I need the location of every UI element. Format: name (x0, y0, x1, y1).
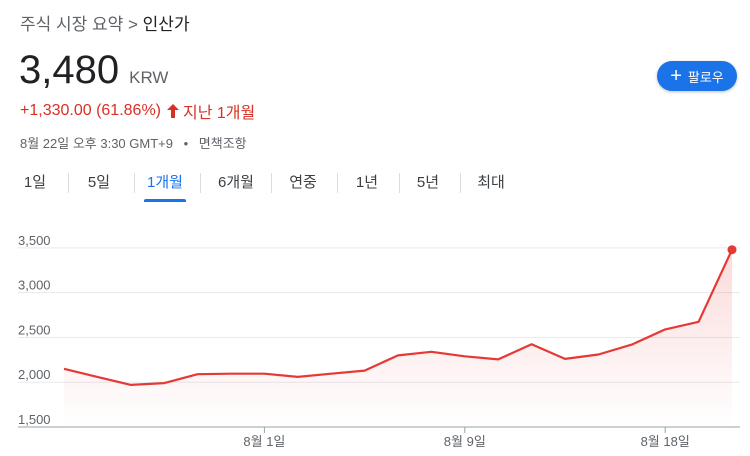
tab-1m[interactable]: 1개월 (144, 170, 186, 202)
change-period: 지난 1개월 (183, 105, 256, 122)
quote-meta: 8월 22일 오후 3:30 GMT+9 • 면책조항 (20, 133, 247, 152)
tab-max[interactable]: 최대 (477, 174, 505, 191)
price-row: 3,480 KRW (19, 48, 168, 93)
follow-button[interactable]: + 팔로우 (657, 61, 737, 91)
tab-5y[interactable]: 5년 (416, 174, 440, 191)
plus-icon: + (670, 65, 682, 87)
y-tick-label: 1,500 (18, 412, 51, 427)
tab-1y[interactable]: 1년 (355, 174, 379, 191)
price-area-fill (64, 249, 732, 427)
arrow-up-icon (167, 104, 179, 118)
x-tick-label: 8월 1일 (243, 434, 285, 449)
breadcrumb: 주식 시장 요약 > 인산가 (20, 10, 190, 35)
tab-ytd[interactable]: 연중 (289, 174, 317, 191)
separator-dot: • (183, 136, 189, 151)
y-tick-label: 2,000 (18, 367, 51, 382)
price-change-row: +1,330.00 (61.86%) 지난 1개월 (20, 99, 255, 123)
tab-divider (134, 173, 135, 193)
tab-divider (68, 173, 69, 193)
price-chart[interactable]: 1,500 2,000 2,500 3,000 3,500 8월 1일 8월 9일 8월 1… (0, 230, 750, 456)
breadcrumb-current: 인산가 (142, 15, 190, 34)
quote-timestamp: 8월 22일 오후 3:30 GMT+9 (20, 136, 173, 151)
y-tick-label: 2,500 (18, 322, 51, 337)
currency-code: KRW (129, 68, 169, 87)
tab-divider (337, 173, 338, 193)
x-tick-label: 8월 18일 (641, 434, 690, 449)
x-tick-label: 8월 9일 (444, 434, 486, 449)
follow-button-label: 팔로우 (687, 69, 724, 85)
range-tabs: 1일 5일 1개월 6개월 연중 1년 5년 최대 (0, 170, 750, 202)
tab-divider (200, 173, 201, 193)
y-tick-label: 3,500 (18, 233, 51, 248)
tab-divider (399, 173, 400, 193)
tab-1d[interactable]: 1일 (23, 174, 47, 191)
y-tick-label: 3,000 (18, 278, 51, 293)
last-price-marker (727, 245, 737, 255)
current-price: 3,480 (19, 48, 120, 92)
price-line (63, 249, 733, 386)
price-change: +1,330.00 (61.86%) (20, 102, 161, 119)
tab-divider (460, 173, 461, 193)
disclaimer-link[interactable]: 면책조항 (198, 136, 247, 151)
tab-6m[interactable]: 6개월 (218, 174, 254, 191)
breadcrumb-parent[interactable]: 주식 시장 요약 > (20, 15, 138, 34)
tab-5d[interactable]: 5일 (87, 174, 111, 191)
tab-divider (271, 173, 272, 193)
